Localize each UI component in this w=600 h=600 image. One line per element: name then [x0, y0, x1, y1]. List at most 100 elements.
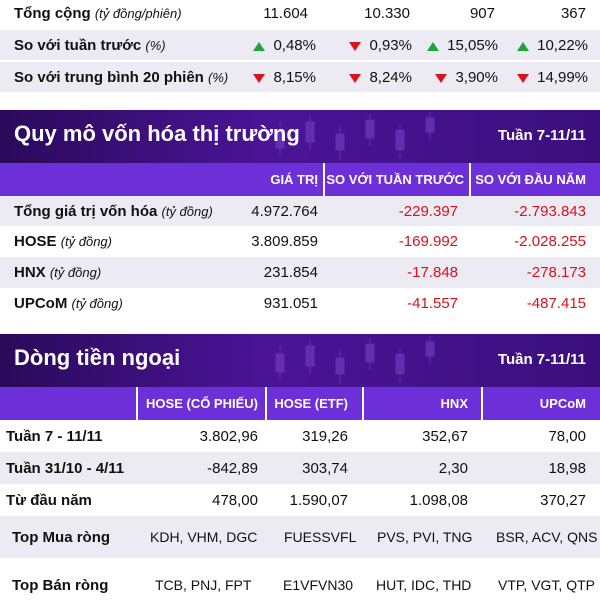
row-label: HNX — [14, 264, 46, 281]
col-header-vs-week: SO VỚI TUẦN TRƯỚC — [326, 172, 464, 187]
down-arrow-icon — [253, 73, 266, 83]
table-row: UPCoM (tỷ đồng) 931.051 -41.557 -487.415 — [0, 288, 600, 319]
table-row: HNX (tỷ đồng) 231.854 -17.848 -278.173 — [0, 257, 600, 288]
vs-week-cell: -41.557 — [407, 295, 458, 312]
value-cell: 3.802,96 — [199, 428, 258, 445]
up-arrow-icon — [253, 41, 266, 51]
vs-year-cell: -2.793.843 — [514, 203, 586, 220]
value-cell: 367 — [560, 5, 586, 22]
value-cell: 2,30 — [438, 460, 468, 477]
row-label: UPCoM — [14, 295, 68, 312]
row-unit: (tỷ đồng) — [49, 265, 102, 280]
pct-cell: 15,05% — [447, 37, 498, 54]
pct-cell: 10,22% — [537, 37, 588, 54]
value-cell: 931.051 — [263, 295, 318, 312]
value-cell: 319,26 — [302, 428, 348, 445]
foreign-flow-banner: Dòng tiền ngoại Tuần 7-11/11 — [0, 334, 600, 387]
value-cell: 907 — [469, 5, 495, 22]
col-header-value: GIÁ TRỊ — [270, 172, 318, 187]
value-cell: 11.604 — [263, 5, 308, 22]
section-date: Tuần 7-11/11 — [497, 127, 586, 144]
vs-week-cell: -229.397 — [398, 203, 458, 220]
row-label: Top Bán ròng — [12, 577, 109, 594]
liquidity-vs-avg-row: So với trung bình 20 phiên (%) 8,15% 8,2… — [0, 62, 600, 92]
table-row: Tuần 31/10 - 4/11 -842,89 303,74 2,30 18… — [0, 452, 600, 484]
col-header-vs-year: SO VỚI ĐẦU NĂM — [475, 172, 586, 187]
ticker-cell: FUESSVFL — [284, 529, 357, 545]
row-unit: (tỷ đồng) — [60, 234, 112, 249]
pct-cell: 14,99% — [537, 69, 588, 86]
liquidity-vs-week-row: So với tuần trước (%) 0,48% 0,93% 15,05%… — [0, 30, 600, 60]
row-label: So với tuần trước — [14, 37, 142, 54]
section-date: Tuần 7-11/11 — [497, 351, 586, 368]
liquidity-total-row: Tổng cộng (tỷ đồng/phiên) 11.604 10.330 … — [0, 0, 600, 28]
candlestick-decoration-icon — [275, 336, 435, 384]
row-unit: (%) — [208, 70, 229, 85]
row-label: Tổng cộng — [14, 5, 91, 22]
section-title: Dòng tiền ngoại — [14, 345, 181, 370]
pct-cell: 0,93% — [369, 37, 412, 54]
candlestick-decoration-icon — [275, 112, 435, 160]
up-arrow-icon — [517, 41, 530, 51]
vs-year-cell: -2.028.255 — [514, 233, 586, 250]
row-label: Từ đầu năm — [6, 492, 92, 509]
value-cell: 10.330 — [364, 5, 410, 22]
value-cell: 1.590,07 — [289, 492, 348, 509]
down-arrow-icon — [517, 73, 530, 83]
ticker-cell: HUT, IDC, THD — [376, 577, 472, 593]
table-row: Top Mua ròng KDH, VHM, DGC FUESSVFL PVS,… — [0, 516, 600, 558]
foreign-flow-header-row: HOSE (CỔ PHIẾU) HOSE (ETF) HNX UPCoM — [0, 387, 600, 420]
value-cell: 1.098,08 — [409, 492, 468, 509]
row-unit: (tỷ đồng) — [161, 204, 213, 219]
col-header-hose-stock: HOSE (CỔ PHIẾU) — [146, 396, 258, 411]
row-label: So với trung bình 20 phiên — [14, 69, 204, 86]
row-label: Top Mua ròng — [12, 529, 111, 546]
col-header-hnx: HNX — [440, 396, 468, 411]
value-cell: 370,27 — [540, 492, 586, 509]
ticker-cell: BSR, ACV, QNS — [496, 529, 598, 545]
value-cell: 3.809.859 — [251, 233, 318, 250]
up-arrow-icon — [427, 41, 440, 51]
value-cell: 303,74 — [302, 460, 348, 477]
value-cell: 4.972.764 — [251, 203, 318, 220]
value-cell: 78,00 — [548, 428, 586, 445]
value-cell: 352,67 — [422, 428, 468, 445]
row-unit: (tỷ đồng/phiên) — [94, 6, 182, 21]
table-row: Tuần 7 - 11/11 3.802,96 319,26 352,67 78… — [0, 420, 600, 452]
row-unit: (tỷ đồng) — [71, 296, 123, 311]
market-cap-header-row: GIÁ TRỊ SO VỚI TUẦN TRƯỚC SO VỚI ĐẦU NĂM — [0, 163, 600, 196]
down-arrow-icon — [435, 73, 448, 83]
col-header-hose-etf: HOSE (ETF) — [274, 396, 348, 411]
col-header-upcom: UPCoM — [539, 396, 586, 411]
row-label: Tuần 31/10 - 4/11 — [6, 460, 125, 477]
pct-cell: 8,24% — [369, 69, 412, 86]
market-cap-banner: Quy mô vốn hóa thị trường Tuần 7-11/11 — [0, 110, 600, 163]
table-row: Tổng giá trị vốn hóa (tỷ đồng) 4.972.764… — [0, 196, 600, 226]
table-row: Top Bán ròng TCB, PNJ, FPT E1VFVN30 HUT,… — [0, 558, 600, 600]
row-label: Tuần 7 - 11/11 — [6, 428, 103, 445]
down-arrow-icon — [349, 73, 362, 83]
vs-week-cell: -169.992 — [398, 233, 458, 250]
pct-cell: 0,48% — [273, 37, 316, 54]
table-row: HOSE (tỷ đồng) 3.809.859 -169.992 -2.028… — [0, 226, 600, 257]
vs-week-cell: -17.848 — [407, 264, 458, 281]
pct-cell: 3,90% — [455, 69, 498, 86]
section-title: Quy mô vốn hóa thị trường — [14, 121, 300, 146]
ticker-cell: TCB, PNJ, FPT — [155, 577, 252, 593]
vs-year-cell: -278.173 — [526, 264, 586, 281]
pct-cell: 8,15% — [273, 69, 316, 86]
ticker-cell: E1VFVN30 — [283, 577, 354, 593]
value-cell: 231.854 — [263, 264, 318, 281]
value-cell: 478,00 — [212, 492, 258, 509]
ticker-cell: KDH, VHM, DGC — [150, 529, 258, 545]
vs-year-cell: -487.415 — [526, 295, 586, 312]
ticker-cell: VTP, VGT, QTP — [498, 577, 595, 593]
down-arrow-icon — [349, 41, 362, 51]
row-unit: (%) — [145, 38, 166, 53]
ticker-cell: PVS, PVI, TNG — [377, 529, 473, 545]
value-cell: 18,98 — [548, 460, 586, 477]
table-row: Từ đầu năm 478,00 1.590,07 1.098,08 370,… — [0, 484, 600, 516]
value-cell: -842,89 — [207, 460, 258, 477]
row-label: Tổng giá trị vốn hóa — [14, 203, 158, 220]
row-label: HOSE — [14, 233, 57, 250]
